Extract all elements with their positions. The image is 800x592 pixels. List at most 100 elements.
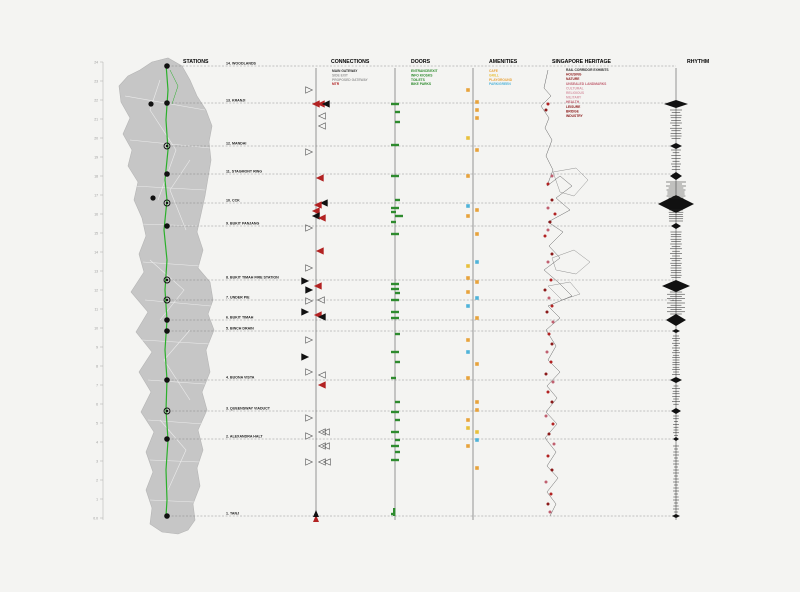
axis-tick-label: 0.0 [93,517,98,521]
heritage-mark [546,502,550,506]
amenity-mark [466,214,470,218]
km-axis-ticks: 2423222120191817161514131211109876543210… [93,61,103,521]
door-mark [395,291,400,295]
amenity-mark [466,290,470,294]
heritage-mark [548,220,552,224]
heritage-mark [546,260,550,264]
amenity-mark [466,136,470,140]
axis-tick-label: 12 [94,289,98,293]
amenity-mark [475,100,479,104]
axis-tick-label: 14 [94,251,98,255]
rhythm-diamond [666,314,686,326]
station-marker-core [165,409,169,413]
connection-triangle [321,442,330,450]
connection-triangle [317,214,326,222]
door-mark [391,458,399,462]
amenity-mark [475,400,479,404]
station-marker [164,100,170,106]
connection-triangle [301,277,310,285]
station-marker [163,296,171,304]
connection-triangle [321,100,330,108]
connection-triangle [313,510,319,517]
station-marker [163,407,171,415]
axis-tick-label: 19 [94,156,98,160]
station-marker [164,317,170,323]
amenity-mark [475,148,479,152]
legend-item: SIDE EXIT [332,73,348,77]
amenity-mark [466,418,470,422]
legend-item: HEALTH [566,100,580,104]
header-rhythm: RHYTHM [687,59,709,65]
door-mark [393,508,396,516]
amenity-mark [475,466,479,470]
rhythm-diamond [671,408,681,414]
rhythm-marks [658,100,694,518]
door-mark [395,214,403,218]
heritage-mark [547,296,551,300]
heritage-mark [550,304,554,308]
rhythm-diamond [673,437,679,441]
rhythm-diamond [672,514,680,518]
axis-tick-label: 17 [94,194,98,198]
connection-triangle [321,428,330,436]
station-marker [164,63,170,69]
connection-triangle [317,458,326,466]
legend-item: PARK/GREEN [489,82,511,86]
axis-tick-label: 23 [94,80,98,84]
heritage-mark [553,212,557,216]
axis-tick-label: 18 [94,175,98,179]
connection-triangle [305,414,314,422]
heritage-mark [546,228,550,232]
door-mark [395,438,400,442]
heritage-mark [549,360,553,364]
station-label: 9. BUKIT PANJANG [226,222,259,226]
legend-item: MILITARY [566,96,582,100]
map-silhouette [118,57,215,535]
rhythm-diamond [670,143,682,149]
connection-triangle [317,371,326,379]
door-mark [391,430,399,434]
connection-triangle [315,247,324,255]
door-mark [391,102,399,106]
axis-tick-label: 9 [96,346,98,350]
amenity-mark [475,316,479,320]
amenity-mark [466,426,470,430]
connection-triangle [317,313,326,321]
amenity-mark [475,438,479,442]
station-label: 1. TANJ [226,512,239,516]
door-mark [391,210,396,214]
connection-triangle [305,458,314,466]
heritage-mark [549,278,553,282]
legend-item: UNSEALED LANDMARKS [566,82,607,86]
station-label: 13. KRANJI [226,99,245,103]
connection-triangle [313,282,322,290]
axis-tick-label: 22 [94,99,98,103]
corridor-map: 2423222120191817161514131211109876543210… [93,57,215,535]
legend-item: INFO KIOSKS [411,73,433,77]
connection-triangle [315,174,324,182]
axis-tick-label: 3 [96,460,98,464]
legend-item: BIKE PARKS [411,82,432,86]
heritage-mark [544,480,548,484]
legend-item: TOILETS [411,78,426,82]
amenity-mark [466,376,470,380]
connection-triangle [305,297,314,305]
axis-tick-label: 13 [94,270,98,274]
connection-triangle [319,199,328,207]
amenity-mark [475,296,479,300]
legend-item: LEISURE [566,105,581,109]
amenity-mark [475,116,479,120]
station-label: 10. CCK [226,199,240,203]
rhythm-diamond [670,377,682,383]
amenities-marks [466,88,479,470]
rhythm-diamond [672,329,680,333]
axis-tick-label: 20 [94,137,98,141]
heritage-mark [545,350,549,354]
connection-triangle [311,207,320,215]
amenity-mark [475,280,479,284]
legend-item: CULTURAL [566,86,584,90]
axis-tick-label: 24 [94,61,98,65]
station-label: 2. ALEXANDRA HALT [226,435,263,439]
connection-triangle [317,381,326,389]
